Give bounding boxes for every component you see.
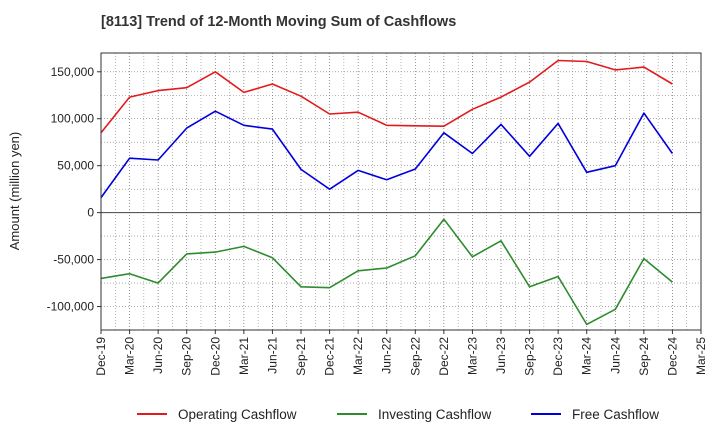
series-layer [100,59,674,326]
series-line-operating-cashflow [100,59,673,134]
x-tick-label: Dec-21 [323,337,337,376]
x-tick-label: Mar-22 [351,337,365,375]
x-tick-label: Mar-23 [465,337,479,375]
legend-label: Investing Cashflow [378,407,492,422]
y-tick-label: 0 [87,206,94,220]
x-tick-label: Mar-21 [237,337,251,375]
series-line-free-cashflow [100,110,674,199]
x-tick-label: Mar-20 [123,337,137,375]
x-tick-label: Jun-23 [494,337,508,374]
x-tick-label: Dec-22 [437,337,451,376]
y-tick-label: -50,000 [53,253,94,267]
x-tick-labels: Dec-19 Mar-20 Jun-20 Sep-20 Dec-20 Mar-21 Jun-… [94,330,708,376]
series-line-investing-cashflow [100,218,673,326]
x-tick-label: Dec-23 [551,337,565,376]
y-axis-label: Amount (million yen) [7,132,22,251]
grid-layer [100,53,702,331]
y-tick-labels: -100,000 -50,000 0 50,000 100,000 150,000 [47,65,101,314]
x-tick-label: Jun-22 [380,337,394,374]
chart-title: [8113] Trend of 12-Month Moving Sum of C… [101,14,457,30]
y-tick-label: 150,000 [51,65,95,79]
y-tick-label: 50,000 [57,159,94,173]
frame-layer [100,52,702,331]
x-tick-label: Sep-21 [294,337,308,376]
x-tick-label: Jun-20 [151,337,165,374]
plot-frame [100,52,702,331]
x-tick-label: Dec-19 [94,337,108,376]
legend-label: Operating Cashflow [178,407,297,422]
legend: Operating Cashflow Investing Cashflow Free… [137,407,659,422]
y-tick-label: 100,000 [51,112,95,126]
x-tick-label: Mar-24 [580,337,594,375]
x-tick-label: Sep-24 [637,337,651,376]
x-tick-label: Sep-23 [523,337,537,376]
x-tick-label: Mar-25 [694,337,708,375]
x-tick-label: Dec-20 [208,337,222,376]
legend-label: Free Cashflow [572,407,659,422]
x-tick-label: Jun-24 [608,337,622,374]
x-tick-label: Jun-21 [265,337,279,374]
y-tick-label: -100,000 [47,300,95,314]
x-tick-label: Dec-24 [665,337,679,376]
x-tick-label: Sep-20 [180,337,194,376]
x-tick-label: Sep-22 [408,337,422,376]
